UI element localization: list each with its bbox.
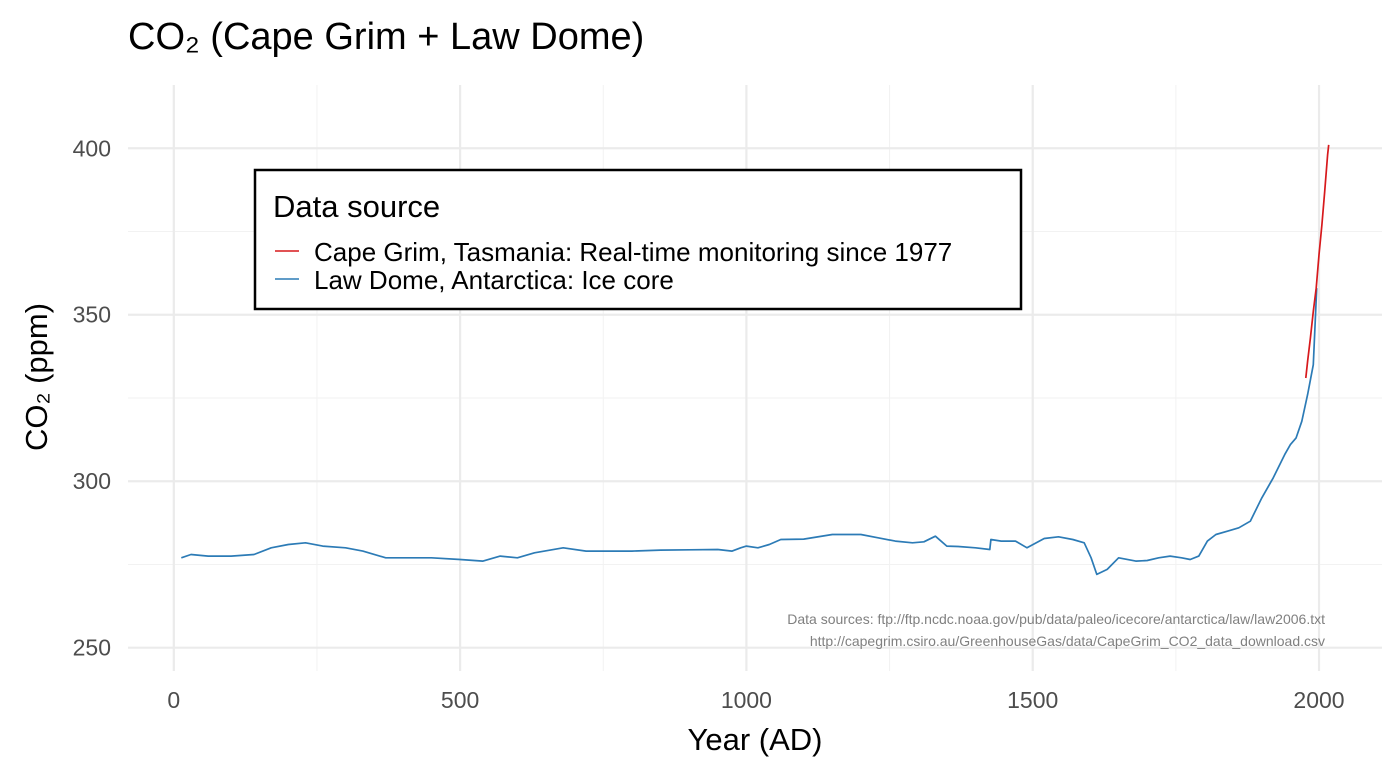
caption-line-1: Data sources: ftp://ftp.ncdc.noaa.gov/pu… (787, 611, 1325, 627)
series-line-cape-grim (1304, 144, 1330, 379)
y-tick-label: 400 (73, 135, 111, 161)
x-tick-label: 1000 (721, 687, 772, 713)
caption-line-2: http://capegrim.csiro.au/GreenhouseGas/d… (810, 633, 1325, 649)
series-line-law-dome (181, 288, 1318, 576)
legend: Data source Cape Grim, Tasmania: Real-ti… (253, 168, 1023, 311)
y-tick-label: 300 (73, 468, 111, 494)
series-layer (181, 144, 1330, 576)
chart-title: CO₂ (Cape Grim + Law Dome) (128, 16, 644, 58)
x-tick-label: 1500 (1007, 687, 1058, 713)
y-tick-label: 250 (73, 635, 111, 661)
x-tick-label: 2000 (1293, 687, 1344, 713)
legend-box (253, 168, 1023, 311)
y-axis-title: CO₂ (ppm) (19, 303, 54, 451)
x-tick-label: 0 (167, 687, 180, 713)
x-tick-label: 500 (441, 687, 479, 713)
x-axis-title: Year (AD) (688, 722, 823, 757)
legend-title: Data source (273, 189, 440, 224)
legend-label-cape-grim: Cape Grim, Tasmania: Real-time monitorin… (314, 237, 952, 267)
grid (128, 85, 1382, 671)
y-tick-label: 350 (73, 302, 111, 328)
legend-label-law-dome: Law Dome, Antarctica: Ice core (314, 265, 674, 295)
tick-labels: 0 500 1000 1500 2000 250 300 350 400 (73, 135, 1345, 713)
